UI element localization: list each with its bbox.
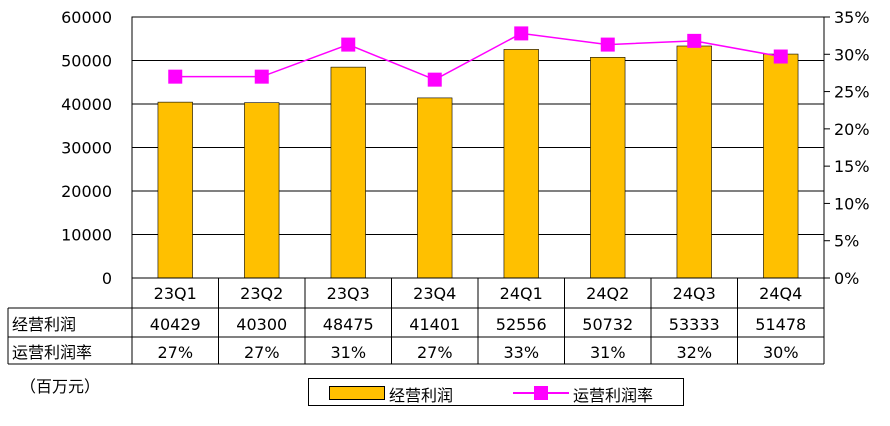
x-category-label: 24Q1 bbox=[500, 284, 543, 303]
y2-tick-label: 30% bbox=[834, 45, 870, 64]
table-cell: 50732 bbox=[582, 315, 633, 334]
line-marker bbox=[600, 37, 615, 52]
y-tick-label: 0 bbox=[102, 269, 112, 288]
bar bbox=[417, 97, 453, 279]
table-cell: 33% bbox=[503, 343, 539, 362]
x-category-label: 23Q2 bbox=[240, 284, 283, 303]
y2-tick-label: 5% bbox=[834, 232, 859, 251]
x-category-label: 23Q1 bbox=[154, 284, 197, 303]
y2-tick-label: 35% bbox=[834, 8, 870, 27]
bar bbox=[157, 101, 193, 279]
line-marker bbox=[168, 69, 183, 84]
line-marker bbox=[341, 37, 356, 52]
line-marker bbox=[254, 69, 269, 84]
table-row-header: 经营利润 bbox=[12, 315, 76, 334]
table-cell: 27% bbox=[417, 343, 453, 362]
table-cell: 27% bbox=[244, 343, 280, 362]
y2-tick-label: 0% bbox=[834, 269, 859, 288]
x-category-label: 24Q3 bbox=[673, 284, 716, 303]
line-marker bbox=[687, 33, 702, 48]
y2-tick-label: 20% bbox=[834, 120, 870, 139]
x-category-label: 23Q3 bbox=[327, 284, 370, 303]
legend-line-marker bbox=[534, 386, 548, 400]
table-cell: 31% bbox=[590, 343, 626, 362]
table-cell: 48475 bbox=[323, 315, 374, 334]
y-tick-label: 60000 bbox=[61, 8, 112, 27]
table-cell: 51478 bbox=[755, 315, 806, 334]
table-cell: 32% bbox=[676, 343, 712, 362]
table-cell: 53333 bbox=[669, 315, 720, 334]
table-row-header: 运营利润率 bbox=[12, 343, 92, 362]
y-tick-label: 50000 bbox=[61, 52, 112, 71]
table-cell: 40429 bbox=[150, 315, 201, 334]
bar bbox=[330, 66, 366, 279]
bar bbox=[590, 57, 626, 279]
legend-bar-swatch bbox=[329, 386, 385, 400]
y-tick-label: 20000 bbox=[61, 182, 112, 201]
legend: 经营利润 运营利润率 bbox=[308, 378, 684, 406]
line-series bbox=[175, 32, 781, 81]
y2-tick-label: 10% bbox=[834, 194, 870, 213]
line-marker bbox=[773, 49, 788, 64]
bar bbox=[244, 102, 280, 279]
table-cell: 31% bbox=[330, 343, 366, 362]
table-cell: 30% bbox=[763, 343, 799, 362]
x-category-label: 24Q2 bbox=[586, 284, 629, 303]
bar bbox=[763, 53, 799, 279]
bar bbox=[503, 49, 539, 279]
table-cell: 52556 bbox=[496, 315, 547, 334]
table-cell: 40300 bbox=[236, 315, 287, 334]
y2-tick-label: 25% bbox=[834, 83, 870, 102]
y-tick-label: 10000 bbox=[61, 226, 112, 245]
x-category-label: 24Q4 bbox=[759, 284, 802, 303]
table-cell: 27% bbox=[157, 343, 193, 362]
legend-bar-label: 经营利润 bbox=[389, 386, 454, 405]
y-tick-label: 30000 bbox=[61, 139, 112, 158]
line-marker bbox=[514, 26, 529, 41]
unit-label: （百万元） bbox=[20, 377, 101, 396]
bar bbox=[676, 45, 712, 279]
legend-line-label: 运营利润率 bbox=[573, 386, 654, 405]
table-cell: 41401 bbox=[409, 315, 460, 334]
x-category-label: 23Q4 bbox=[413, 284, 456, 303]
line-marker bbox=[427, 72, 442, 87]
y-tick-label: 40000 bbox=[61, 95, 112, 114]
y2-tick-label: 15% bbox=[834, 157, 870, 176]
